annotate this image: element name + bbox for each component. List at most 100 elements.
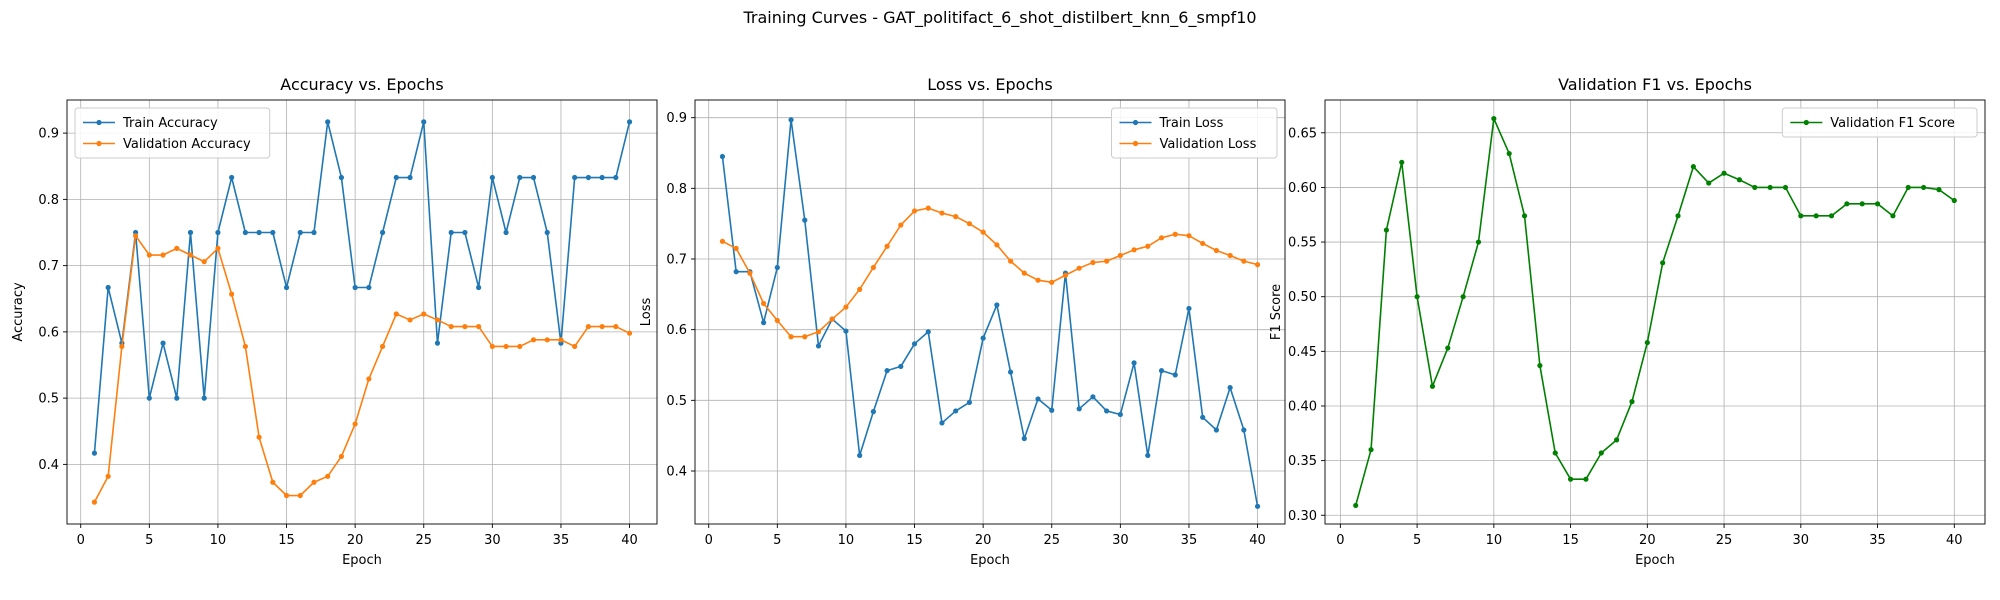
legend-label-validation-accuracy: Validation Accuracy (123, 137, 251, 152)
y-tick-label: 0.30 (1288, 509, 1317, 524)
y-tick-label: 0.5 (38, 392, 59, 407)
validation-loss-line (722, 207, 1258, 338)
validation-accuracy-point (585, 323, 591, 330)
x-tick-label: 15 (1562, 533, 1579, 548)
validation-f1-score-point (1614, 437, 1620, 443)
validation-accuracy-point (626, 330, 633, 336)
x-tick-label: 20 (975, 533, 992, 548)
validation-accuracy-point (229, 291, 235, 297)
axes-frame (66, 99, 658, 525)
validation-accuracy-point (558, 337, 564, 343)
validation-loss-point (966, 221, 973, 227)
legend-label-train-loss: Train Loss (1159, 116, 1224, 131)
y-tick-label: 0.9 (38, 127, 59, 142)
x-axis-label: Epoch (1635, 553, 1675, 568)
validation-loss-point (898, 222, 904, 228)
train-accuracy-point (626, 119, 633, 125)
train-loss-point (1131, 360, 1137, 366)
y-axis-label: F1 Score (1269, 284, 1284, 340)
train-accuracy-line (93, 121, 631, 454)
validation-accuracy-point (366, 376, 372, 382)
x-tick-label: 15 (278, 533, 295, 548)
train-accuracy-point (256, 229, 262, 236)
train-loss-point (1200, 414, 1206, 420)
validation-f1-score-point (1936, 187, 1942, 193)
y-tick-label: 0.50 (1288, 290, 1317, 305)
train-accuracy-point (174, 395, 180, 401)
validation-loss-point (1035, 277, 1041, 283)
validation-accuracy-point (187, 252, 194, 258)
validation-loss-point (829, 316, 835, 322)
train-loss-point (911, 341, 918, 347)
figure-title: Training Curves - GAT_politifact_6_shot_… (743, 8, 1257, 27)
validation-f1-score-point (1782, 184, 1789, 191)
y-tick-label: 0.4 (666, 465, 687, 480)
validation-f1-score-point (1629, 399, 1635, 405)
validation-loss-point (1241, 258, 1247, 264)
y-tick-label: 0.60 (1288, 181, 1317, 196)
x-tick-label: 35 (1869, 533, 1886, 548)
chart-title: Loss vs. Epochs (927, 75, 1052, 94)
validation-accuracy-point (476, 323, 482, 330)
validation-loss-point (1213, 247, 1219, 254)
validation-accuracy-point (448, 323, 454, 330)
validation-loss-point (925, 205, 931, 211)
validation-accuracy-point (242, 343, 248, 350)
validation-accuracy-point (119, 343, 125, 350)
y-tick-label: 0.40 (1288, 399, 1317, 414)
validation-f1-score-point (1890, 213, 1896, 219)
train-loss-point (1021, 435, 1027, 442)
legend-marker-validation-f1-score (1803, 119, 1809, 126)
train-accuracy-point (379, 229, 386, 236)
y-tick-label: 0.7 (38, 259, 59, 274)
validation-f1-score-line (1354, 117, 1955, 506)
train-accuracy-point (366, 284, 372, 291)
validation-loss-point (953, 214, 959, 220)
train-accuracy-point (325, 119, 331, 125)
legend-marker-validation-loss (1132, 140, 1139, 147)
validation-loss-point (774, 317, 780, 324)
x-tick-label: 5 (1413, 533, 1421, 548)
validation-accuracy-point (613, 323, 619, 330)
train-loss-point (1254, 503, 1261, 509)
validation-accuracy-point (407, 317, 413, 323)
validation-f1-score-point (1491, 115, 1497, 122)
train-accuracy-point (434, 340, 441, 346)
validation-f1-score-point (1383, 227, 1389, 233)
train-accuracy-point (283, 284, 290, 291)
validation-f1-score-point (1828, 213, 1835, 219)
legend-label-validation-loss: Validation Loss (1160, 137, 1257, 152)
train-loss-point (1117, 411, 1123, 418)
validation-f1-score-point (1368, 447, 1374, 453)
validation-loss-point (1049, 279, 1055, 285)
validation-accuracy-point (283, 492, 290, 499)
validation-accuracy-point (379, 343, 386, 350)
axes-frame (1324, 99, 1986, 525)
validation-accuracy-point (146, 252, 152, 258)
train-loss-line (721, 118, 1259, 507)
validation-loss-point (1158, 235, 1165, 241)
x-tick-label: 5 (773, 533, 781, 548)
train-accuracy-point (421, 119, 427, 125)
y-tick-label: 0.6 (38, 325, 59, 340)
x-tick-label: 0 (1336, 533, 1344, 548)
validation-accuracy-point (434, 317, 441, 323)
x-tick-label: 0 (705, 533, 713, 548)
validation-loss-point (1227, 252, 1233, 259)
train-loss-point (1186, 305, 1192, 312)
train-loss-point (774, 264, 780, 271)
y-axis-label: Loss (639, 298, 654, 327)
train-loss-point (733, 269, 739, 275)
train-accuracy-point (572, 174, 578, 181)
validation-loss-point (857, 286, 863, 292)
train-loss-point (1007, 369, 1014, 375)
x-tick-label: 10 (838, 533, 855, 548)
x-tick-label: 30 (1112, 533, 1129, 548)
train-loss-point (1172, 372, 1178, 378)
train-accuracy-point (91, 450, 98, 456)
validation-accuracy-point (572, 343, 578, 350)
train-loss-point (802, 217, 808, 223)
validation-f1-score-point (1353, 502, 1359, 509)
x-tick-label: 40 (1249, 533, 1266, 548)
train-loss-point (994, 302, 1000, 308)
